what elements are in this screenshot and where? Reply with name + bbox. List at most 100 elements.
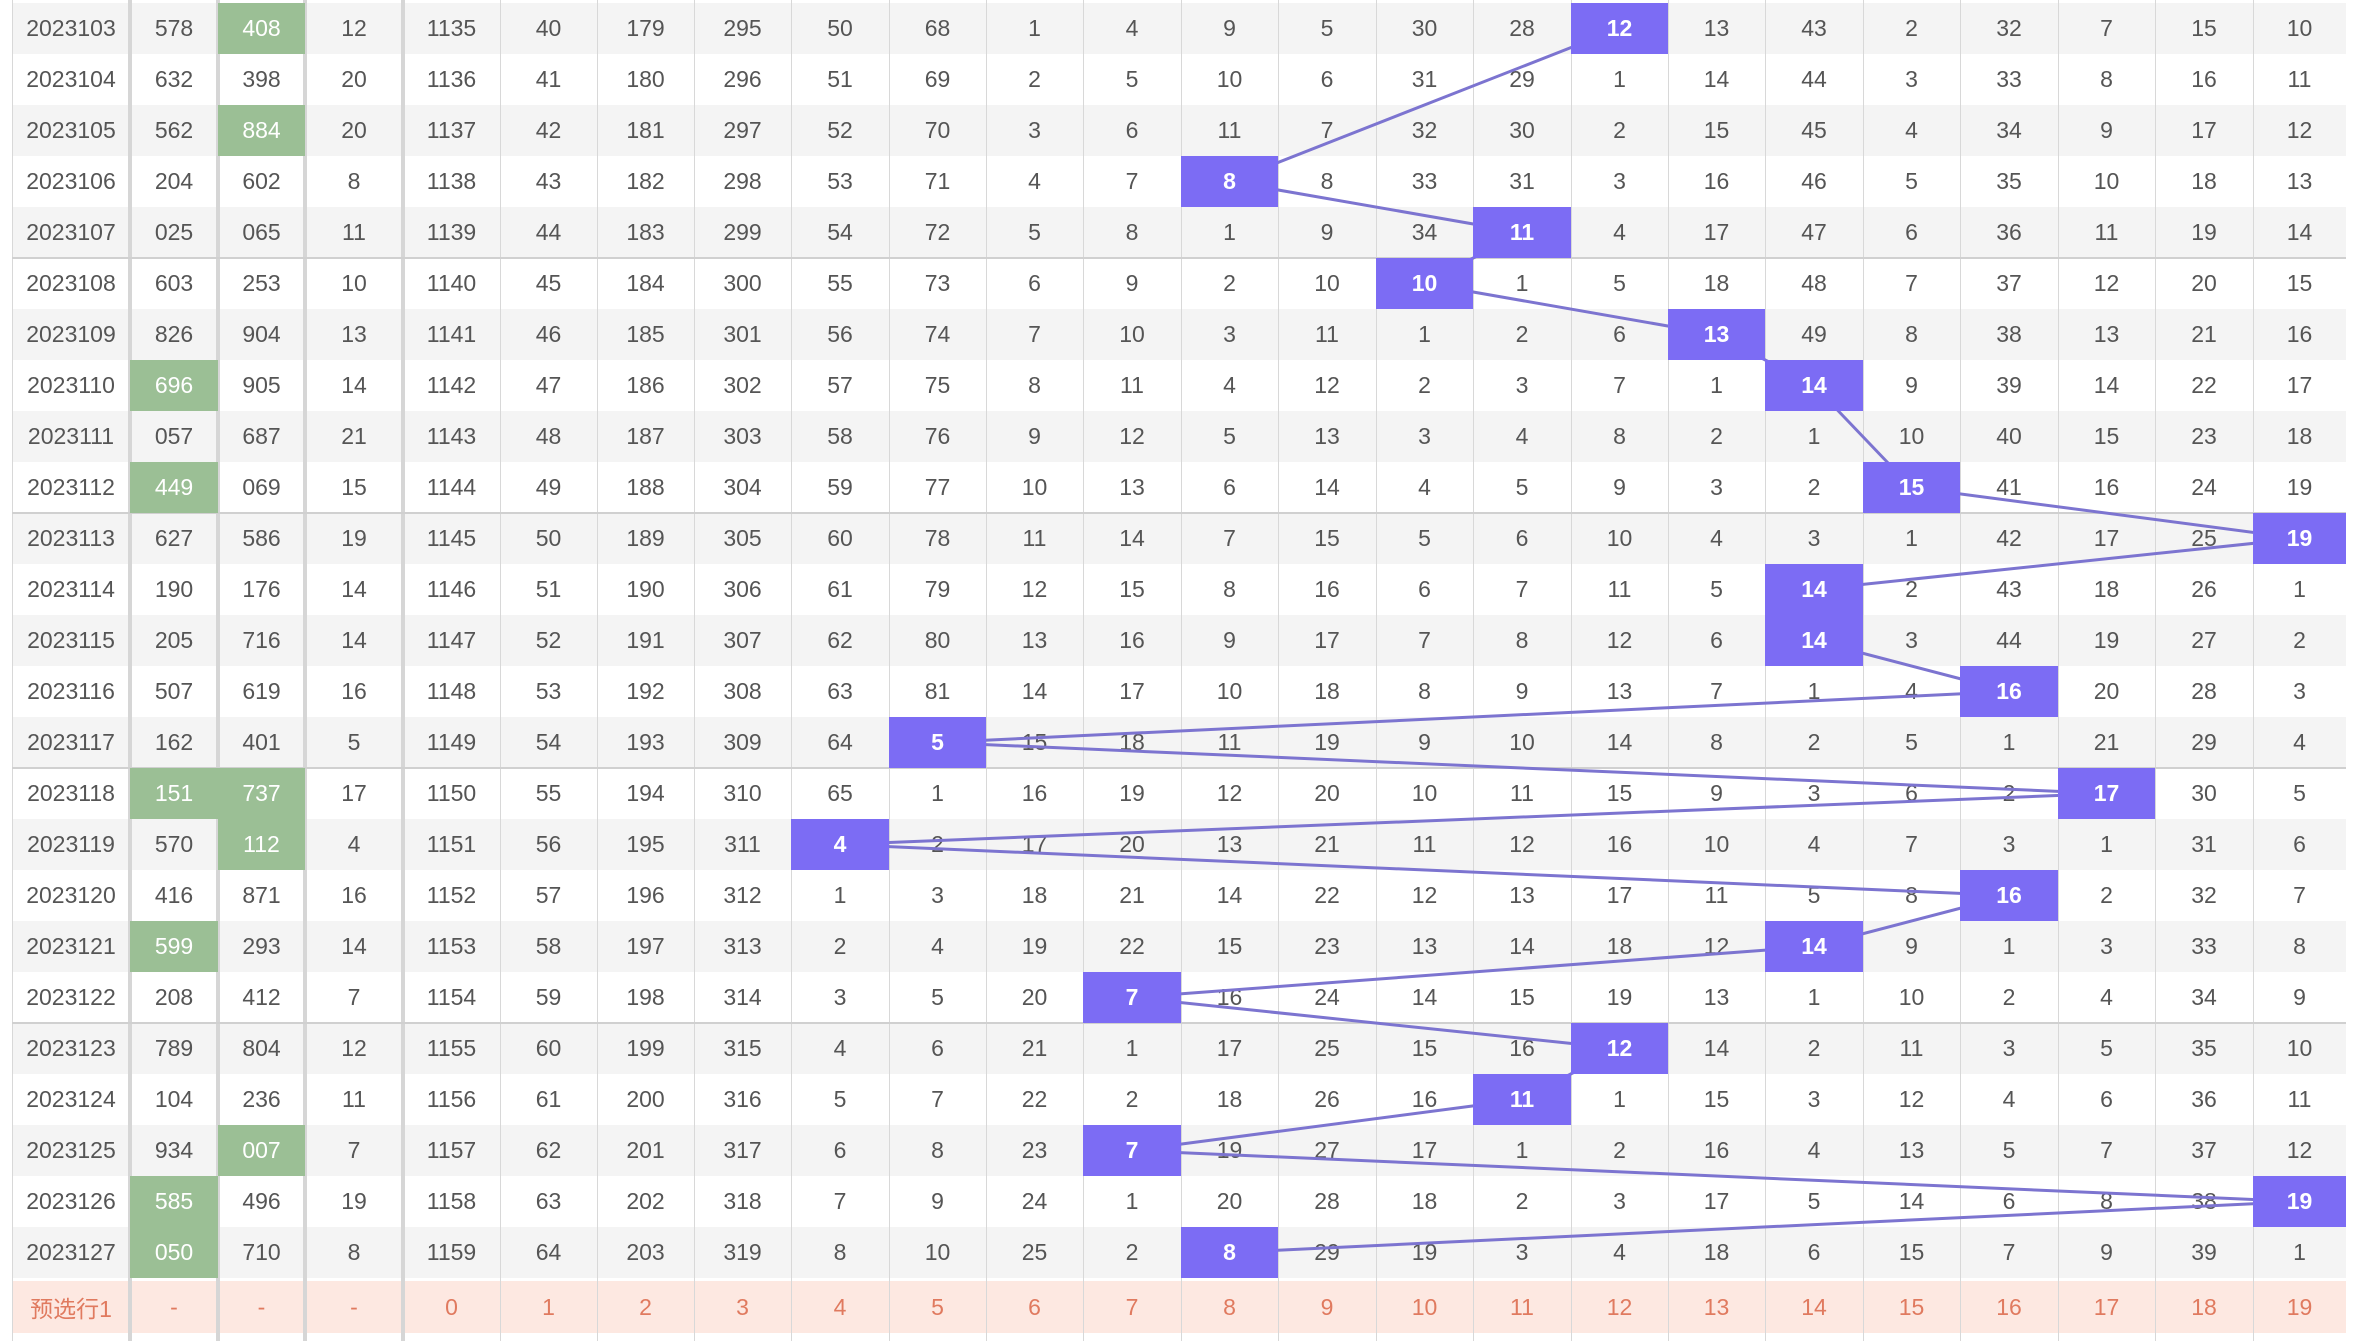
cell-distribution: 16 bbox=[1216, 984, 1243, 1010]
footer-cell[interactable]: 7 bbox=[1125, 1293, 1139, 1320]
footer-cell[interactable]: 6 bbox=[1028, 1293, 1041, 1320]
cell-distribution: 46 bbox=[1801, 168, 1827, 194]
footer-cell[interactable]: 10 bbox=[1411, 1293, 1438, 1320]
cell-distribution: 11 bbox=[1899, 1035, 1924, 1061]
cell-b: 49 bbox=[535, 474, 562, 500]
cell-distribution: 18 bbox=[1703, 1239, 1730, 1265]
cell-a: 1149 bbox=[426, 729, 477, 755]
cell-f: 2 bbox=[931, 831, 944, 857]
footer-cell[interactable]: 16 bbox=[1996, 1293, 2022, 1320]
cell-c: 198 bbox=[626, 984, 665, 1010]
cell-a: 1154 bbox=[426, 984, 477, 1010]
cell-c2: 293 bbox=[242, 933, 281, 959]
cell-distribution: 16 bbox=[2191, 66, 2217, 92]
cell-distribution: 7 bbox=[1515, 576, 1529, 602]
cell-distribution: 7 bbox=[1710, 678, 1723, 704]
footer-cell[interactable]: 15 bbox=[1898, 1293, 1925, 1320]
footer-cell[interactable]: 18 bbox=[2191, 1293, 2217, 1320]
cell-c: 199 bbox=[626, 1035, 665, 1061]
cell-distribution: 8 bbox=[1710, 729, 1723, 755]
cell-f: 80 bbox=[924, 627, 951, 653]
cell-distribution: 13 bbox=[1703, 984, 1730, 1010]
cell-distribution: 13 bbox=[1411, 933, 1438, 959]
cell-c2: 904 bbox=[242, 321, 281, 347]
footer-cell[interactable]: 17 bbox=[2093, 1293, 2120, 1320]
cell-e: 8 bbox=[833, 1239, 847, 1265]
column-divider bbox=[1571, 0, 1572, 1341]
footer-cell[interactable]: 1 bbox=[542, 1293, 555, 1320]
hit-marker: 10 bbox=[1376, 258, 1473, 309]
cell-distribution: 7 bbox=[1125, 168, 1139, 194]
cell-distribution: 22 bbox=[1119, 933, 1145, 959]
cell-period: 2023107 bbox=[26, 219, 116, 245]
footer-cell[interactable]: 19 bbox=[2286, 1293, 2313, 1320]
footer-cell[interactable]: 4 bbox=[833, 1293, 847, 1320]
cell-distribution: 14 bbox=[1216, 882, 1243, 908]
footer-cell[interactable]: 5 bbox=[931, 1293, 944, 1320]
footer-cell[interactable]: 2 bbox=[639, 1293, 652, 1320]
hit-marker: 13 bbox=[1668, 309, 1765, 360]
cell-distribution: 7 bbox=[2100, 1137, 2113, 1163]
cell-distribution: 13 bbox=[1021, 627, 1048, 653]
column-divider bbox=[2155, 0, 2156, 1341]
cell-a: 1157 bbox=[426, 1137, 477, 1163]
cell-distribution: 10 bbox=[1021, 474, 1048, 500]
cell-d: 301 bbox=[723, 321, 762, 347]
cell-distribution: 1 bbox=[1807, 984, 1821, 1010]
cell-distribution: 29 bbox=[1314, 1239, 1340, 1265]
cell-c2: 176 bbox=[242, 576, 281, 602]
hit-marker: 19 bbox=[2253, 1176, 2346, 1227]
cell-distribution: 20 bbox=[1021, 984, 1048, 1010]
cell-c1: 204 bbox=[154, 168, 194, 194]
cell-c1: 585 bbox=[130, 1176, 218, 1227]
footer-cell[interactable]: 0 bbox=[445, 1293, 458, 1320]
cell-period: 2023122 bbox=[26, 984, 116, 1010]
footer-cell[interactable]: 8 bbox=[1223, 1293, 1236, 1320]
cell-d: 306 bbox=[723, 576, 762, 602]
cell-distribution: 16 bbox=[1021, 780, 1048, 806]
cell-distribution: 7 bbox=[1905, 831, 1918, 857]
cell-distribution: 20 bbox=[2191, 270, 2217, 296]
cell-a: 1143 bbox=[426, 423, 477, 449]
cell-b: 42 bbox=[535, 117, 562, 143]
cell-distribution: 8 bbox=[1905, 321, 1918, 347]
cell-distribution: 34 bbox=[1411, 219, 1438, 245]
cell-period: 2023105 bbox=[26, 117, 116, 143]
cell-span: 12 bbox=[341, 1035, 367, 1061]
cell-c2: 398 bbox=[242, 66, 281, 92]
footer-cell[interactable]: 12 bbox=[1606, 1293, 1633, 1320]
footer-cell[interactable]: 9 bbox=[1320, 1293, 1334, 1320]
footer-cell[interactable]: - bbox=[170, 1293, 178, 1320]
cell-distribution: 5 bbox=[1710, 576, 1723, 602]
cell-b: 63 bbox=[535, 1188, 562, 1214]
column-divider bbox=[2253, 0, 2254, 1341]
cell-distribution: 13 bbox=[2286, 168, 2313, 194]
footer-cell[interactable]: - bbox=[257, 1293, 266, 1320]
cell-distribution: 25 bbox=[1314, 1035, 1340, 1061]
cell-distribution: 7 bbox=[1320, 117, 1334, 143]
column-divider bbox=[1376, 0, 1377, 1341]
footer-cell[interactable]: 11 bbox=[1510, 1293, 1534, 1320]
cell-e: 3 bbox=[833, 984, 847, 1010]
cell-e: 53 bbox=[827, 168, 853, 194]
footer-cell[interactable]: 13 bbox=[1703, 1293, 1730, 1320]
footer-cell[interactable]: 3 bbox=[736, 1293, 749, 1320]
cell-distribution: 17 bbox=[1216, 1035, 1243, 1061]
footer-cell[interactable]: 14 bbox=[1801, 1293, 1827, 1320]
cell-a: 1142 bbox=[426, 372, 477, 398]
cell-distribution: 32 bbox=[1996, 15, 2022, 41]
footer-cell[interactable]: - bbox=[350, 1293, 358, 1320]
cell-distribution: 3 bbox=[1613, 1188, 1626, 1214]
cell-span: 10 bbox=[341, 270, 367, 296]
cell-distribution: 6 bbox=[1223, 474, 1236, 500]
cell-b: 51 bbox=[535, 576, 562, 602]
cell-distribution: 1 bbox=[1028, 15, 1041, 41]
cell-distribution: 3 bbox=[2100, 933, 2113, 959]
cell-d: 319 bbox=[723, 1239, 762, 1265]
cell-d: 295 bbox=[723, 15, 762, 41]
cell-distribution: 7 bbox=[2100, 15, 2113, 41]
cell-distribution: 13 bbox=[1898, 1137, 1925, 1163]
cell-c2: 112 bbox=[218, 819, 305, 870]
cell-period: 2023112 bbox=[27, 474, 115, 500]
cell-distribution: 9 bbox=[1320, 219, 1334, 245]
